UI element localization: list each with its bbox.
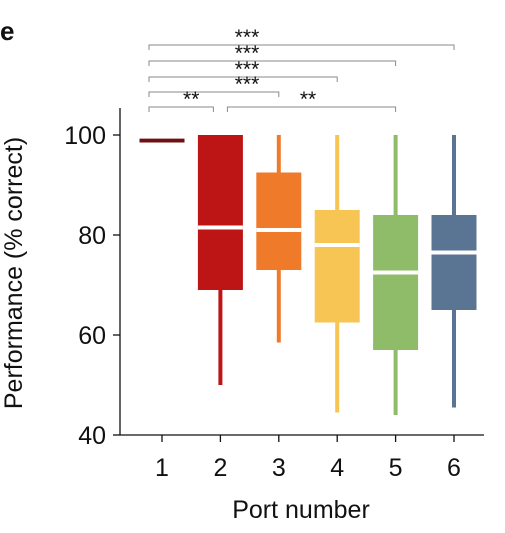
x-tick-label: 1 <box>155 454 169 482</box>
box-1 <box>139 134 185 143</box>
significance-label: *** <box>235 73 260 96</box>
significance-label: *** <box>235 26 260 49</box>
significance-label: *** <box>235 58 260 81</box>
x-tick-label: 4 <box>330 454 344 482</box>
box-body <box>431 215 477 310</box>
significance-bracket: ** <box>148 88 214 112</box>
panel-label: e <box>0 16 14 46</box>
y-tick-label: 40 <box>78 422 106 450</box>
bracket-line <box>148 91 280 97</box>
significance-label: *** <box>235 42 260 65</box>
boxes <box>139 134 477 415</box>
box-4 <box>314 135 360 413</box>
significance-bracket: *** <box>148 73 280 97</box>
bracket-line <box>148 106 214 112</box>
significance-label: ** <box>300 88 316 111</box>
y-tick-label: 80 <box>78 222 106 250</box>
box-6 <box>431 135 477 408</box>
y-tick-label: 100 <box>64 122 106 150</box>
bracket-line <box>148 60 397 66</box>
x-tick-label: 3 <box>272 454 286 482</box>
box-body <box>139 135 185 143</box>
axes: 40 60 80 100 1 2 3 4 5 6 <box>64 108 484 482</box>
box-body <box>314 210 360 323</box>
x-axis-label: Port number <box>232 496 370 524</box>
box-5 <box>373 135 419 415</box>
x-tick-label: 5 <box>389 454 403 482</box>
significance-label: ** <box>183 88 199 111</box>
significance-brackets: ************** ** <box>148 26 455 112</box>
bracket-line <box>226 106 397 112</box>
y-tick-label: 60 <box>78 322 106 350</box>
box-body <box>256 172 302 270</box>
bracket-line <box>148 44 455 50</box>
x-tick-label: 6 <box>447 454 461 482</box>
significance-bracket: *** <box>148 42 397 66</box>
box-body <box>373 215 419 350</box>
x-tick-label: 2 <box>213 454 227 482</box>
significance-bracket: *** <box>148 58 338 82</box>
significance-bracket: *** <box>148 26 455 50</box>
y-axis-label: Performance (% correct) <box>0 137 28 409</box>
box-2 <box>197 135 243 385</box>
significance-bracket: ** <box>226 88 397 112</box>
bracket-line <box>148 76 338 82</box>
box-3 <box>256 135 302 343</box>
box-body <box>197 135 243 290</box>
